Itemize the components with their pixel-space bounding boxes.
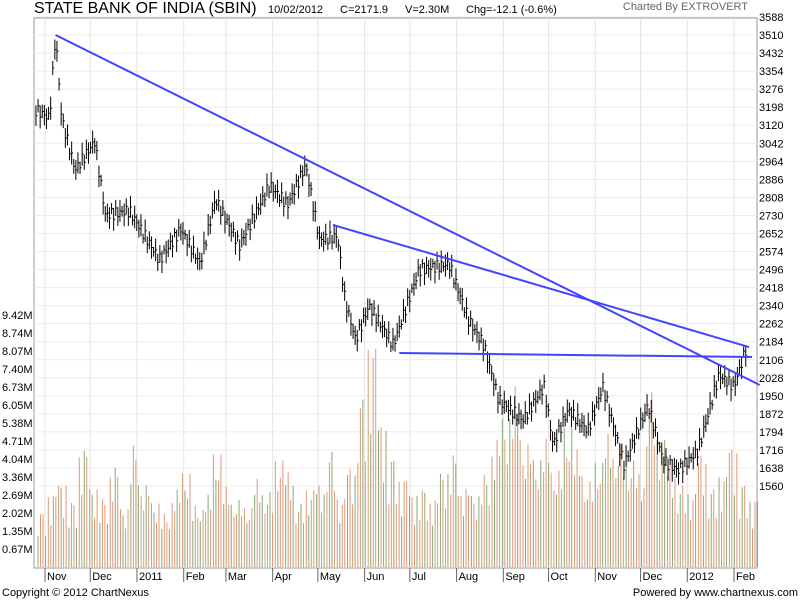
volume-tick-label: 5.38M <box>2 418 33 430</box>
x-tick-label: Feb <box>186 571 205 583</box>
price-tick-label: 2184 <box>759 337 783 349</box>
plot-area <box>33 17 758 569</box>
price-tick-label: 2730 <box>759 210 783 222</box>
volume-tick-label: 6.73M <box>2 382 33 394</box>
trendline <box>332 223 750 348</box>
price-tick-label: 3120 <box>759 120 783 132</box>
volume-tick-label: 8.07M <box>2 346 33 358</box>
x-tick-label: Jun <box>367 571 385 583</box>
copyright: Copyright © 2012 ChartNexus <box>2 587 149 599</box>
price-tick-label: 2106 <box>759 355 783 367</box>
volume-tick-label: 6.05M <box>2 400 33 412</box>
volume-tick-label: 3.36M <box>2 472 33 484</box>
volume-tick-label: 7.40M <box>2 364 33 376</box>
x-tick-label: Oct <box>551 571 568 583</box>
price-tick-label: 2262 <box>759 319 783 331</box>
x-tick-label: Apr <box>275 571 292 583</box>
x-tick-label: 2012 <box>689 571 713 583</box>
volume-tick-label: 2.69M <box>2 490 33 502</box>
price-tick-label: 2574 <box>759 247 783 259</box>
price-tick-label: 2808 <box>759 192 783 204</box>
x-tick-label: May <box>320 571 341 583</box>
date-readout: 10/02/2012 <box>268 4 324 16</box>
price-tick-label: 1560 <box>759 481 783 493</box>
price-tick-label: 3354 <box>759 66 783 78</box>
x-tick-label: Mar <box>228 571 247 583</box>
volume-tick-label: 2.02M <box>2 508 33 520</box>
chart-title: STATE BANK OF INDIA (SBIN) <box>34 0 257 17</box>
price-tick-label: 2028 <box>759 373 783 385</box>
price-tick-label: 1950 <box>759 391 783 403</box>
price-tick-label: 3432 <box>759 48 783 60</box>
price-tick-label: 3588 <box>759 12 783 24</box>
volume-tick-label: 4.04M <box>2 454 33 466</box>
volume-tick-label: 0.67M <box>2 544 33 556</box>
trendline <box>55 34 761 386</box>
volume-tick-label: 1.35M <box>2 526 33 538</box>
price-tick-label: 3510 <box>759 30 783 42</box>
price-tick-label: 1794 <box>759 427 783 439</box>
price-tick-label: 3276 <box>759 84 783 96</box>
x-tick-label: Sep <box>505 571 525 583</box>
price-tick-label: 2964 <box>759 156 783 168</box>
price-tick-label: 1872 <box>759 409 783 421</box>
price-tick-label: 2652 <box>759 228 783 240</box>
price-tick-label: 3042 <box>759 138 783 150</box>
price-tick-label: 1716 <box>759 445 783 457</box>
volume-tick-label: 8.74M <box>2 328 33 340</box>
change-readout: Chg=-12.1 (-0.6%) <box>466 4 557 16</box>
x-tick-label: Dec <box>92 571 112 583</box>
price-tick-label: 2418 <box>759 283 783 295</box>
price-tick-label: 1638 <box>759 463 783 475</box>
x-tick-label: Dec <box>643 571 663 583</box>
x-tick-label: Nov <box>47 571 67 583</box>
x-tick-label: Nov <box>597 571 617 583</box>
price-tick-label: 2886 <box>759 174 783 186</box>
price-tick-label: 2496 <box>759 265 783 277</box>
x-tick-label: Jul <box>412 571 426 583</box>
volume-readout: V=2.30M <box>405 4 450 16</box>
x-tick-label: Feb <box>736 571 755 583</box>
price-tick-label: 2340 <box>759 301 783 313</box>
volume-tick-label: 4.71M <box>2 436 33 448</box>
powered-by-link[interactable]: Powered by www.chartnexus.com <box>632 587 798 599</box>
volume-tick-label: 9.42M <box>2 310 33 322</box>
credit-text: Charted By EXTROVERT <box>622 1 748 13</box>
trendline <box>399 352 753 358</box>
price-tick-label: 3198 <box>759 102 783 114</box>
x-tick-label: Aug <box>459 571 479 583</box>
close-readout: C=2171.9 <box>340 4 389 16</box>
x-tick-label: 2011 <box>139 571 163 583</box>
